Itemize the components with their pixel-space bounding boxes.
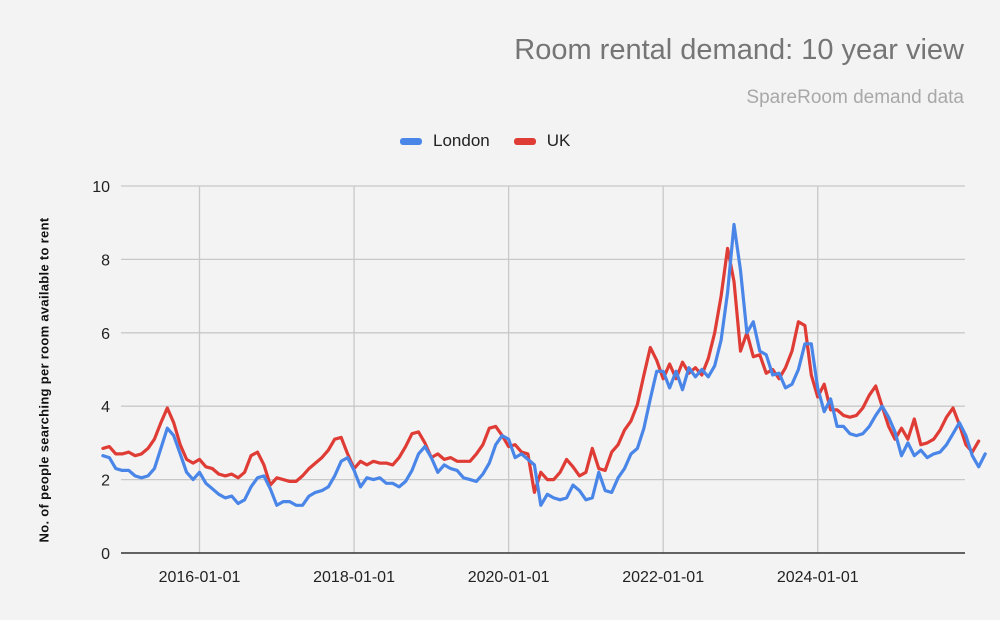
y-tick-label: 8: [101, 252, 110, 269]
legend-swatch-uk: [513, 137, 536, 145]
legend-label-uk: UK: [546, 131, 571, 150]
chart-title: Room rental demand: 10 year view: [514, 34, 964, 66]
chart-legend: London UK: [400, 131, 594, 151]
x-tick-label: 2024-01-01: [777, 569, 859, 586]
legend-label-london: London: [433, 131, 490, 150]
legend-item-london[interactable]: London: [400, 131, 490, 151]
legend-item-uk[interactable]: UK: [513, 131, 571, 151]
y-tick-label: 2: [101, 473, 110, 490]
y-axis-ticks: 0 2 4 6 8 10: [92, 179, 110, 563]
gridlines: [121, 185, 965, 553]
data-lines: [101, 222, 987, 507]
y-tick-label: 0: [101, 546, 110, 563]
chart-subtitle: SpareRoom demand data: [746, 87, 964, 108]
x-tick-label: 2016-01-01: [159, 569, 241, 586]
series-line-london[interactable]: [101, 222, 987, 507]
legend-swatch-london: [400, 137, 422, 145]
x-tick-label: 2022-01-01: [622, 569, 704, 586]
x-axis-ticks: 2016-01-01 2018-01-01 2020-01-01 2022-01-01…: [159, 569, 859, 586]
y-tick-label: 6: [101, 326, 110, 343]
x-tick-label: 2020-01-01: [468, 569, 550, 586]
y-tick-label: 10: [92, 179, 110, 196]
x-tick-label: 2018-01-01: [313, 569, 395, 586]
y-tick-label: 4: [101, 399, 110, 416]
series-line-uk[interactable]: [101, 246, 981, 494]
